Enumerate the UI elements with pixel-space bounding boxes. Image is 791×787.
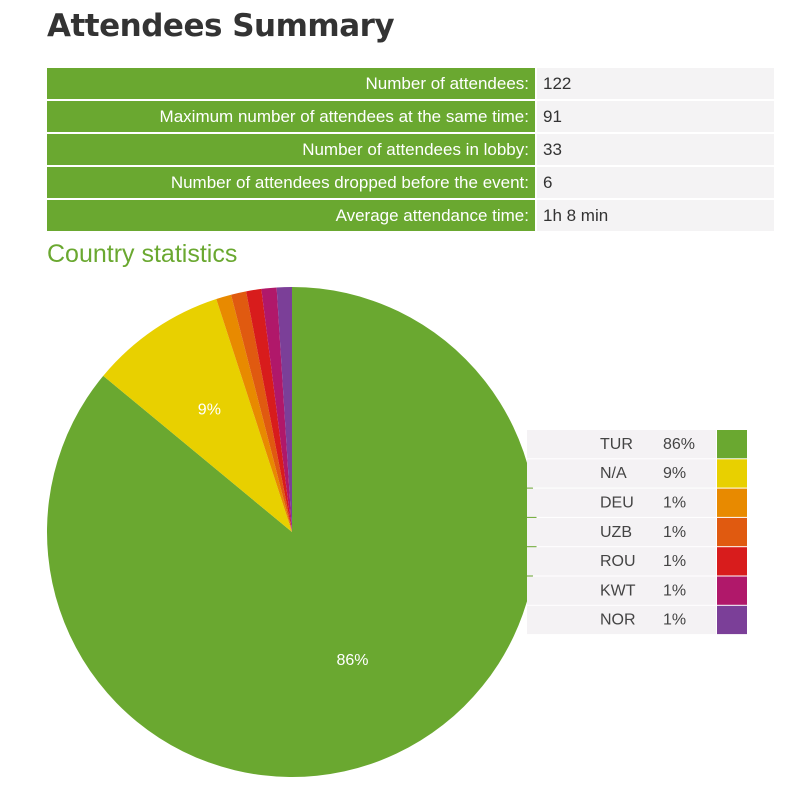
legend-label: N/A	[600, 465, 627, 482]
section-title: Country statistics	[47, 240, 238, 268]
legend-label: NOR	[600, 612, 636, 629]
legend-row-bg	[527, 517, 716, 547]
legend-row-bg	[527, 430, 716, 459]
legend-value: 1%	[663, 524, 686, 541]
legend-row-bg	[527, 547, 716, 576]
slice-label: 9%	[198, 402, 221, 419]
legend-swatch	[717, 547, 747, 576]
legend-value: 1%	[663, 612, 686, 629]
legend-value: 9%	[663, 465, 686, 482]
pie-slice	[276, 287, 292, 532]
row-label: Number of attendees:	[47, 68, 537, 99]
legend-swatch	[717, 517, 747, 547]
legend-label: DEU	[600, 494, 634, 511]
row-label: Number of attendees dropped before the e…	[47, 167, 537, 198]
page-title: Attendees Summary	[47, 8, 395, 44]
pie-slice	[246, 288, 292, 532]
row-label: Maximum number of attendees at the same …	[47, 101, 537, 132]
summary-table: Number of attendees: 122 Maximum number of…	[47, 66, 774, 233]
legend-row-bg	[527, 576, 716, 605]
row-value: 1h 8 min	[537, 200, 774, 231]
legend-row-bg	[527, 459, 716, 488]
legend-value: 1%	[663, 553, 686, 570]
table-row: Number of attendees: 122	[47, 68, 774, 99]
pie-slice	[103, 298, 292, 532]
legend-swatch	[717, 576, 747, 605]
legend-swatch	[717, 430, 747, 459]
legend-label: ROU	[600, 553, 636, 570]
legend-swatch	[717, 459, 747, 488]
row-value: 33	[537, 134, 774, 165]
legend-label: UZB	[600, 524, 632, 541]
slice-label: 86%	[336, 652, 368, 669]
pie-slice	[46, 287, 538, 778]
pie-slice	[261, 287, 292, 532]
legend-swatch	[717, 605, 747, 635]
legend-value: 1%	[663, 494, 686, 511]
row-value: 91	[537, 101, 774, 132]
table-row: Number of attendees in lobby: 33	[47, 134, 774, 165]
legend-label: TUR	[600, 436, 633, 453]
row-value: 6	[537, 167, 774, 198]
legend-swatch	[717, 488, 747, 517]
table-row: Average attendance time: 1h 8 min	[47, 200, 774, 231]
row-label: Average attendance time:	[47, 200, 537, 231]
legend-row-bg	[527, 488, 716, 517]
pie-slice	[231, 291, 292, 532]
legend-row-bg	[527, 605, 716, 635]
legend-label: KWT	[600, 582, 636, 599]
row-label: Number of attendees in lobby:	[47, 134, 537, 165]
table-row: Number of attendees dropped before the e…	[47, 167, 774, 198]
table-row: Maximum number of attendees at the same …	[47, 101, 774, 132]
legend-value: 86%	[663, 436, 695, 453]
pie-slice	[216, 294, 292, 532]
legend-value: 1%	[663, 582, 686, 599]
row-value: 122	[537, 68, 774, 99]
